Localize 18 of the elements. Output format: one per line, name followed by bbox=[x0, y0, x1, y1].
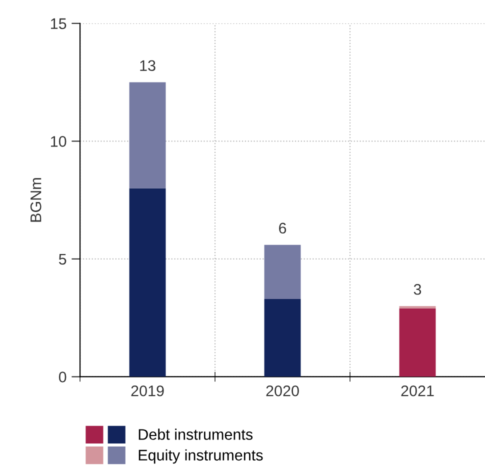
total-label: 13 bbox=[140, 60, 156, 72]
x-tick-label: 2021 bbox=[401, 385, 434, 396]
bar bbox=[264, 244, 301, 300]
y-tick-label: 0 bbox=[58, 372, 66, 382]
bar bbox=[399, 308, 436, 377]
y-tick-label: 10 bbox=[51, 136, 66, 147]
legend-label: Equity instruments bbox=[138, 449, 263, 464]
total-label: 3 bbox=[414, 284, 422, 295]
x-tick-label: 2020 bbox=[266, 385, 299, 396]
bar bbox=[129, 82, 166, 188]
bar bbox=[264, 299, 301, 377]
legend-label: Debt instruments bbox=[138, 428, 253, 440]
total-label: 6 bbox=[279, 222, 286, 234]
y-tick-label: 5 bbox=[58, 254, 66, 265]
x-tick-label: 2019 bbox=[131, 385, 164, 396]
y-axis-title: BGNm bbox=[30, 178, 42, 222]
bar bbox=[129, 188, 166, 377]
y-tick-label: 15 bbox=[51, 18, 66, 30]
